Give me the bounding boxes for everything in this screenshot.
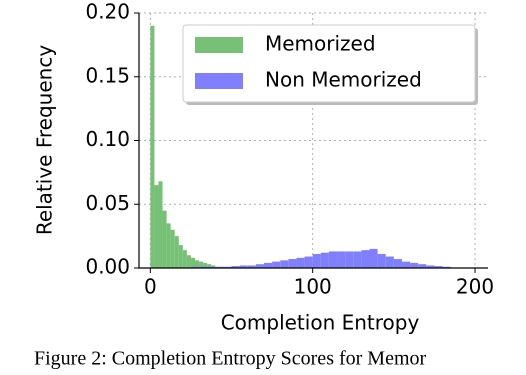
histogram-bar <box>190 257 196 268</box>
histogram-bar <box>255 264 264 268</box>
histogram-bar <box>369 248 378 268</box>
histogram-bar <box>328 251 338 268</box>
histogram-bar <box>434 266 443 268</box>
histogram-bar <box>377 253 386 268</box>
histogram-bar <box>199 266 208 268</box>
y-axis-label: Relative Frequency <box>33 45 57 235</box>
histogram-bar <box>247 265 256 268</box>
histogram-bar <box>170 229 175 268</box>
y-tick-label: 0.00 <box>85 255 130 279</box>
caption: Figure 2: Completion Entropy Scores for … <box>34 348 427 370</box>
histogram-bar <box>195 260 200 268</box>
histogram-bar <box>345 251 354 268</box>
histogram-bar <box>190 266 200 268</box>
histogram-bar <box>418 264 427 268</box>
histogram-bar <box>337 251 346 268</box>
histogram-bar <box>158 181 163 268</box>
histogram-bar <box>182 250 187 268</box>
histogram-bar <box>207 266 216 268</box>
legend-swatch <box>195 73 243 89</box>
histogram-bar <box>312 253 321 268</box>
histogram-bar <box>410 262 419 268</box>
legend-box <box>182 24 476 103</box>
histogram-bar <box>304 256 313 268</box>
histogram-bar <box>280 260 289 268</box>
histogram-bar <box>320 252 329 268</box>
histogram-bar <box>353 251 362 268</box>
histogram-bar <box>296 257 305 268</box>
x-axis-label: Completion Entropy <box>221 311 420 335</box>
y-tick-label: 0.20 <box>85 0 130 24</box>
histogram-bar <box>162 210 167 268</box>
y-tick-label: 0.15 <box>85 63 130 87</box>
histogram-bar <box>361 250 370 268</box>
histogram-bar <box>186 255 191 268</box>
legend-swatch <box>195 37 243 53</box>
histogram-bar <box>199 261 204 268</box>
y-tick-label: 0.10 <box>85 127 130 151</box>
histogram-bar <box>154 185 159 268</box>
histogram-bar <box>215 266 224 268</box>
x-tick-label: 100 <box>294 275 332 299</box>
y-tick-label: 0.05 <box>85 191 130 215</box>
histogram-bar <box>174 236 179 268</box>
legend-label: Non Memorized <box>265 68 422 92</box>
histogram-bar <box>442 266 451 268</box>
histogram-bar <box>203 262 208 268</box>
histogram-bar <box>393 259 402 268</box>
histogram-bar <box>231 266 240 268</box>
histogram-bar <box>207 264 212 268</box>
histogram-bar <box>223 266 232 268</box>
histogram-bar <box>178 245 183 268</box>
x-tick-label: 0 <box>144 275 157 299</box>
histogram-bar <box>426 265 435 268</box>
x-tick-label: 200 <box>456 275 494 299</box>
histogram-bar <box>385 256 394 268</box>
histogram-bar <box>150 25 155 268</box>
histogram-bar <box>272 261 281 268</box>
axis-spine <box>138 13 488 269</box>
legend-label: Memorized <box>265 32 376 56</box>
histogram-bar <box>263 262 273 268</box>
histogram-bar <box>288 259 297 268</box>
histogram-bar <box>401 261 411 268</box>
histogram-bar <box>239 265 248 268</box>
histogram-bar <box>166 223 171 268</box>
